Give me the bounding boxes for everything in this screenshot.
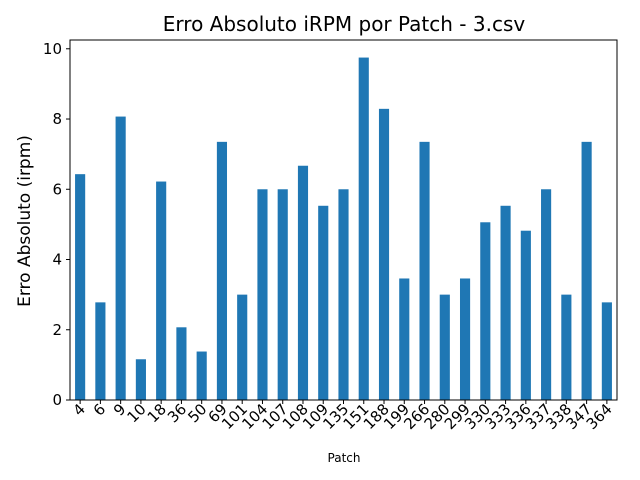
y-tick-label: 2: [52, 321, 62, 339]
bar-338: [561, 294, 572, 400]
chart-title: Erro Absoluto iRPM por Patch - 3.csv: [163, 12, 526, 36]
bar-330: [480, 222, 491, 400]
y-tick-label: 8: [52, 110, 62, 128]
bar-364: [601, 302, 612, 400]
axes-frame: [69, 39, 618, 401]
bar-199: [399, 278, 410, 400]
bar-347: [581, 141, 592, 400]
bar-333: [500, 205, 511, 400]
bar-151: [358, 57, 369, 401]
bar-108: [297, 165, 309, 400]
bar-101: [237, 294, 248, 400]
bar-299: [459, 278, 471, 400]
x-tick-label: 4: [69, 400, 88, 419]
bar-50: [196, 351, 207, 400]
bar-10: [135, 359, 146, 400]
bar-107: [277, 189, 288, 400]
x-tick-label: 364: [583, 400, 616, 433]
bar-18: [156, 181, 167, 400]
bars-group: [75, 57, 612, 401]
y-tick-label: 0: [52, 391, 62, 409]
y-axis-ticks: 0 2 4 6 8 10: [43, 40, 70, 409]
bar-69: [216, 141, 228, 400]
bar-104: [257, 189, 268, 400]
bar-266: [419, 141, 430, 400]
bar-188: [378, 108, 390, 400]
bar-280: [439, 294, 450, 400]
y-axis-label: Erro Absoluto (irpm): [15, 135, 35, 307]
bar-135: [338, 189, 349, 400]
bar-6: [95, 302, 106, 400]
x-axis-label: Patch: [328, 451, 361, 465]
bar-336: [520, 230, 531, 400]
bar-337: [541, 189, 552, 400]
bar-4: [75, 174, 86, 400]
x-axis-ticks: 4 6 91018365069101104107108109135151188199…: [69, 400, 616, 433]
y-tick-label: 4: [52, 251, 62, 269]
bar-109: [318, 205, 329, 400]
x-tick-label: 6: [90, 400, 109, 419]
bar-36: [176, 327, 187, 400]
y-tick-label: 6: [52, 180, 62, 198]
bar-9: [115, 116, 126, 400]
plot-frame: [69, 39, 618, 401]
y-tick-label: 10: [43, 40, 62, 58]
